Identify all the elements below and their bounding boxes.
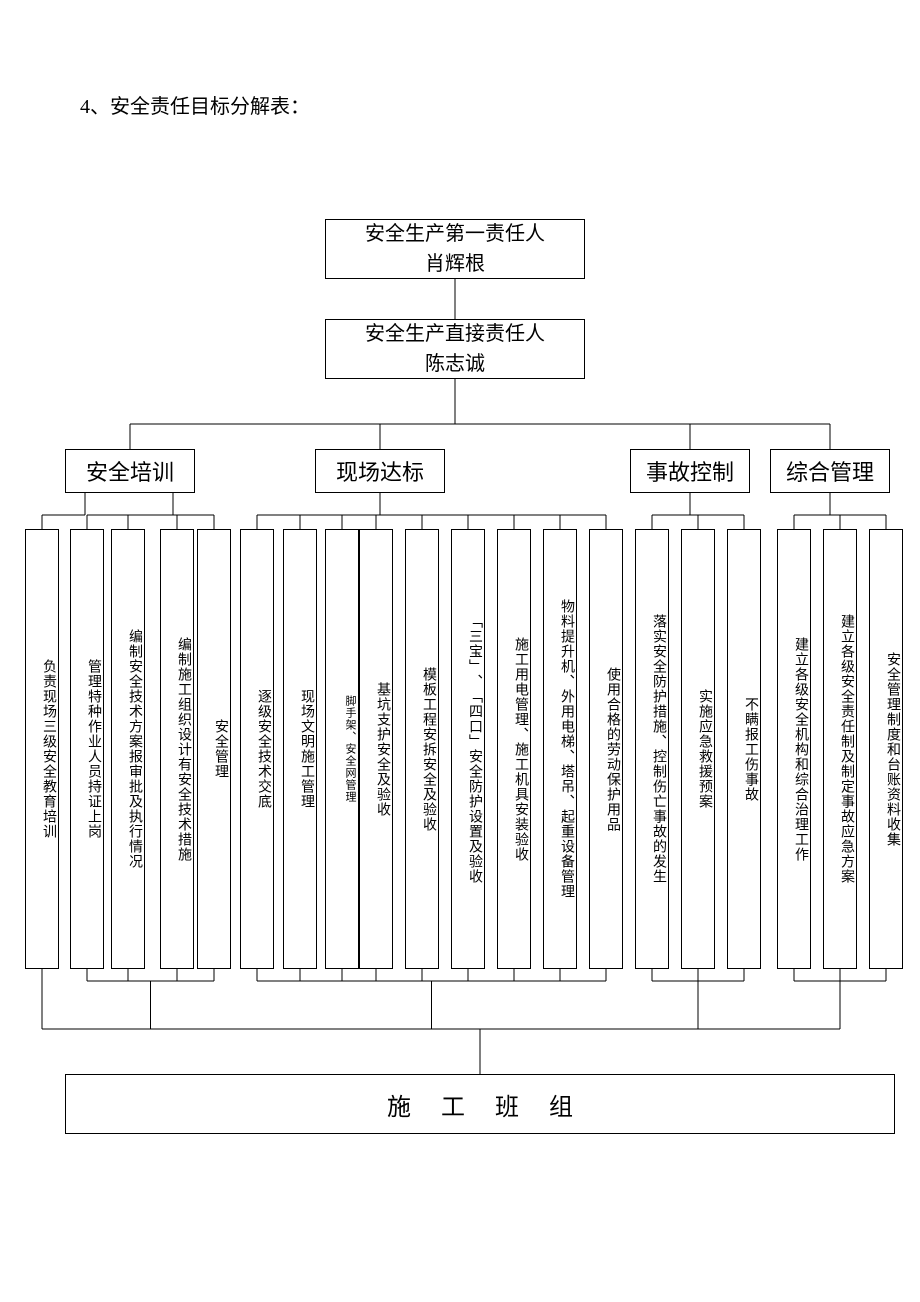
leaf-6: 现场文明施工管理 xyxy=(283,529,317,969)
leaf-18: 建立各级安全责任制及制定事故应急方案 xyxy=(823,529,857,969)
leaf-10: ﹁三宝﹂、﹁四口﹂安全防护设置及验收 xyxy=(451,529,485,969)
top-responsible-1: 安全生产第一责任人肖辉根 xyxy=(325,219,585,279)
category-general: 综合管理 xyxy=(770,449,890,493)
leaf-7: 脚手架、安全网管理 xyxy=(325,529,359,969)
leaf-9: 模板工程安拆安全及验收 xyxy=(405,529,439,969)
leaf-1: 管理特种作业人员持证上岗 xyxy=(70,529,104,969)
leaf-3: 编制施工组织设计有安全技术措施 xyxy=(160,529,194,969)
leaf-12: 物料提升机、外用电梯、塔吊、起重设备管理 xyxy=(543,529,577,969)
leaf-5: 逐级安全技术交底 xyxy=(240,529,274,969)
page-title: 4、安全责任目标分解表： xyxy=(80,90,895,119)
leaf-17: 建立各级安全机构和综合治理工作 xyxy=(777,529,811,969)
org-chart: 安全生产第一责任人肖辉根安全生产直接责任人陈志诚安全培训 现场达标 事故控制综合管理… xyxy=(25,179,895,1179)
leaf-11: 施工用电管理、施工机具安装验收 xyxy=(497,529,531,969)
leaf-4: 安全管理 xyxy=(197,529,231,969)
leaf-19: 安全管理制度和台账资料收集 xyxy=(869,529,903,969)
category-site: 现场达标 xyxy=(315,449,445,493)
leaf-13: 使用合格的劳动保护用品 xyxy=(589,529,623,969)
leaf-14: 落实安全防护措施、控制伤亡事故的发生 xyxy=(635,529,669,969)
top-responsible-2: 安全生产直接责任人陈志诚 xyxy=(325,319,585,379)
construction-team: 施工班组 xyxy=(65,1074,895,1134)
leaf-8: 基坑支护安全及验收 xyxy=(359,529,393,969)
leaf-2: 编制安全技术方案报审批及执行情况 xyxy=(111,529,145,969)
category-accident: 事故控制 xyxy=(630,449,750,493)
leaf-16: 不瞒报工伤事故 xyxy=(727,529,761,969)
leaf-0: 负责现场三级安全教育培训 xyxy=(25,529,59,969)
category-training: 安全培训 xyxy=(65,449,195,493)
leaf-15: 实施应急救援预案 xyxy=(681,529,715,969)
